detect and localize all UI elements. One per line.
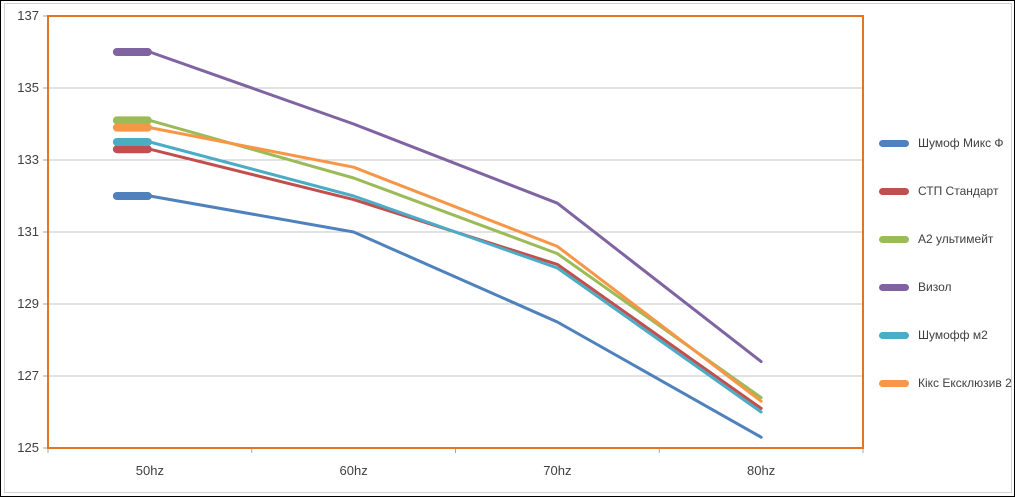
legend: Шумоф Микс Ф СТП Стандарт А2 ультимейт В…: [879, 119, 1012, 407]
series-line: [148, 194, 763, 439]
series-swatch-icon: [879, 235, 909, 243]
series-swatch-icon: [879, 379, 909, 387]
x-tick-label: 50hz: [136, 463, 164, 478]
series-line: [148, 140, 763, 414]
legend-item[interactable]: Визол: [879, 263, 1011, 311]
series-first-point-marker: [112, 138, 152, 146]
series-first-point-marker: [112, 192, 152, 200]
y-tick-label: 129: [17, 296, 39, 311]
series-first-point-marker: [112, 48, 152, 56]
series-line: [148, 126, 763, 403]
legend-item[interactable]: Шумоф Микс Ф: [879, 119, 1011, 167]
legend-item[interactable]: А2 ультимейт: [879, 215, 1011, 263]
legend-item[interactable]: Шумофф м2: [879, 311, 1011, 359]
y-tick-label: 135: [17, 80, 39, 95]
series-swatch-icon: [879, 331, 909, 339]
y-tick-label: 127: [17, 368, 39, 383]
legend-label: А2 ультимейт: [918, 232, 994, 246]
legend-label: Шумофф м2: [918, 328, 988, 342]
series-first-point-marker: [112, 116, 152, 125]
series-line: [148, 50, 763, 364]
y-tick-label: 131: [17, 224, 39, 239]
x-tick-label: 70hz: [543, 463, 571, 478]
plot-border: [47, 15, 864, 449]
legend-item[interactable]: СТП Стандарт: [879, 167, 1011, 215]
y-tick-label: 137: [17, 8, 39, 23]
legend-label: Шумоф Микс Ф: [918, 136, 1004, 150]
legend-label: СТП Стандарт: [918, 184, 999, 198]
x-tick-label: 60hz: [340, 463, 368, 478]
series-swatch-icon: [879, 187, 909, 195]
legend-label: Визол: [918, 280, 952, 294]
series-swatch-icon: [879, 139, 909, 147]
legend-item[interactable]: Кікс Ексклюзив 2: [879, 359, 1012, 407]
x-tick-label: 80hz: [747, 463, 775, 478]
y-tick-label: 133: [17, 152, 39, 167]
series-line: [148, 118, 763, 400]
series-first-point-marker: [112, 123, 152, 132]
series-first-point-marker: [112, 145, 152, 154]
series-swatch-icon: [879, 283, 909, 291]
series-line: [148, 147, 763, 410]
legend-label: Кікс Ексклюзив 2: [918, 376, 1012, 390]
y-tick-label: 125: [17, 440, 39, 455]
